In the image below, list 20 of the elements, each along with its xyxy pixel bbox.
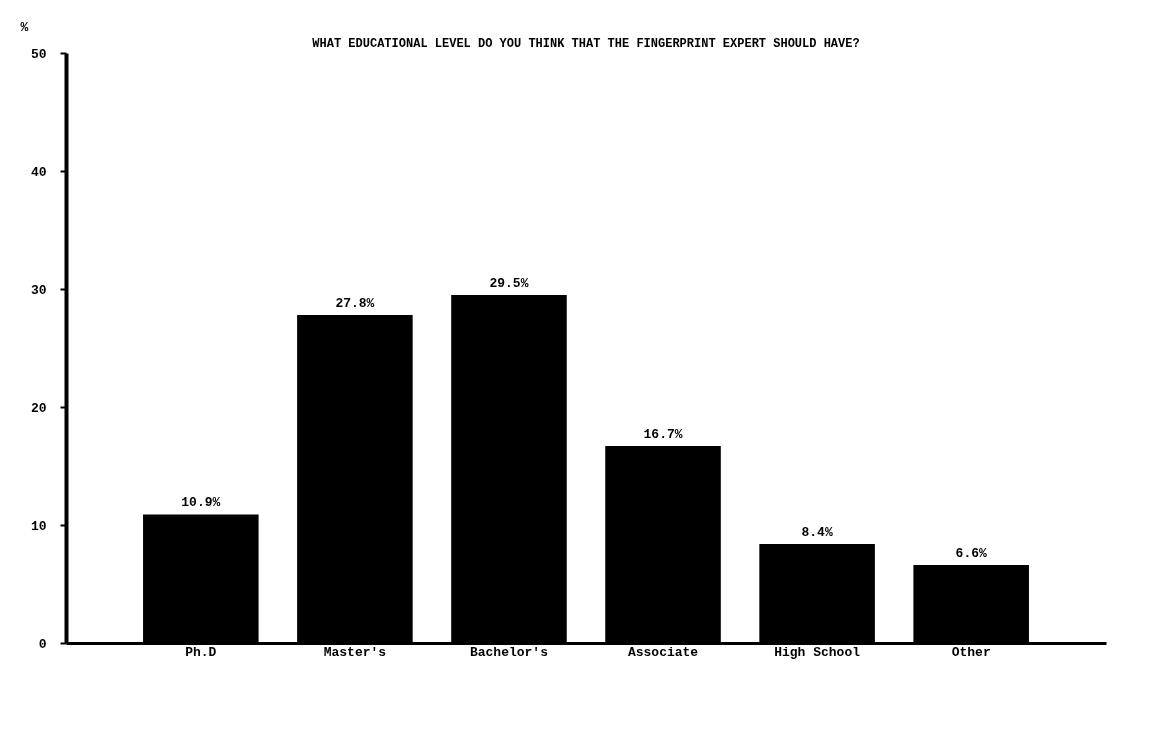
y-tick-label: 10 bbox=[30, 518, 47, 534]
x-tick-label: Associate bbox=[627, 644, 699, 660]
data-label: 10.9% bbox=[181, 495, 221, 511]
y-tick-label: 20 bbox=[30, 400, 47, 416]
y-tick-label: 30 bbox=[30, 282, 47, 298]
data-label: 29.5% bbox=[489, 275, 529, 291]
x-tick-label: Other bbox=[951, 644, 991, 660]
data-label: 6.6% bbox=[955, 546, 987, 562]
x-tick-label: Bachelor's bbox=[469, 644, 549, 660]
y-tick-label: 40 bbox=[30, 164, 47, 180]
data-label: 27.8% bbox=[335, 295, 375, 311]
x-tick-label: High School bbox=[774, 644, 861, 660]
x-tick-label: Ph.D bbox=[185, 644, 217, 660]
chart-title: WHAT EDUCATIONAL LEVEL DO YOU THINK THAT THE FINGERPRINT EXPERT SHOULD HAVE? bbox=[312, 37, 860, 51]
y-tick-label: 50 bbox=[30, 46, 47, 62]
data-label: 16.7% bbox=[643, 426, 683, 442]
y-axis-title: % bbox=[20, 19, 29, 35]
x-tick-label: Master's bbox=[323, 644, 387, 660]
y-tick-label: 0 bbox=[38, 636, 47, 652]
data-label: 8.4% bbox=[801, 524, 833, 540]
